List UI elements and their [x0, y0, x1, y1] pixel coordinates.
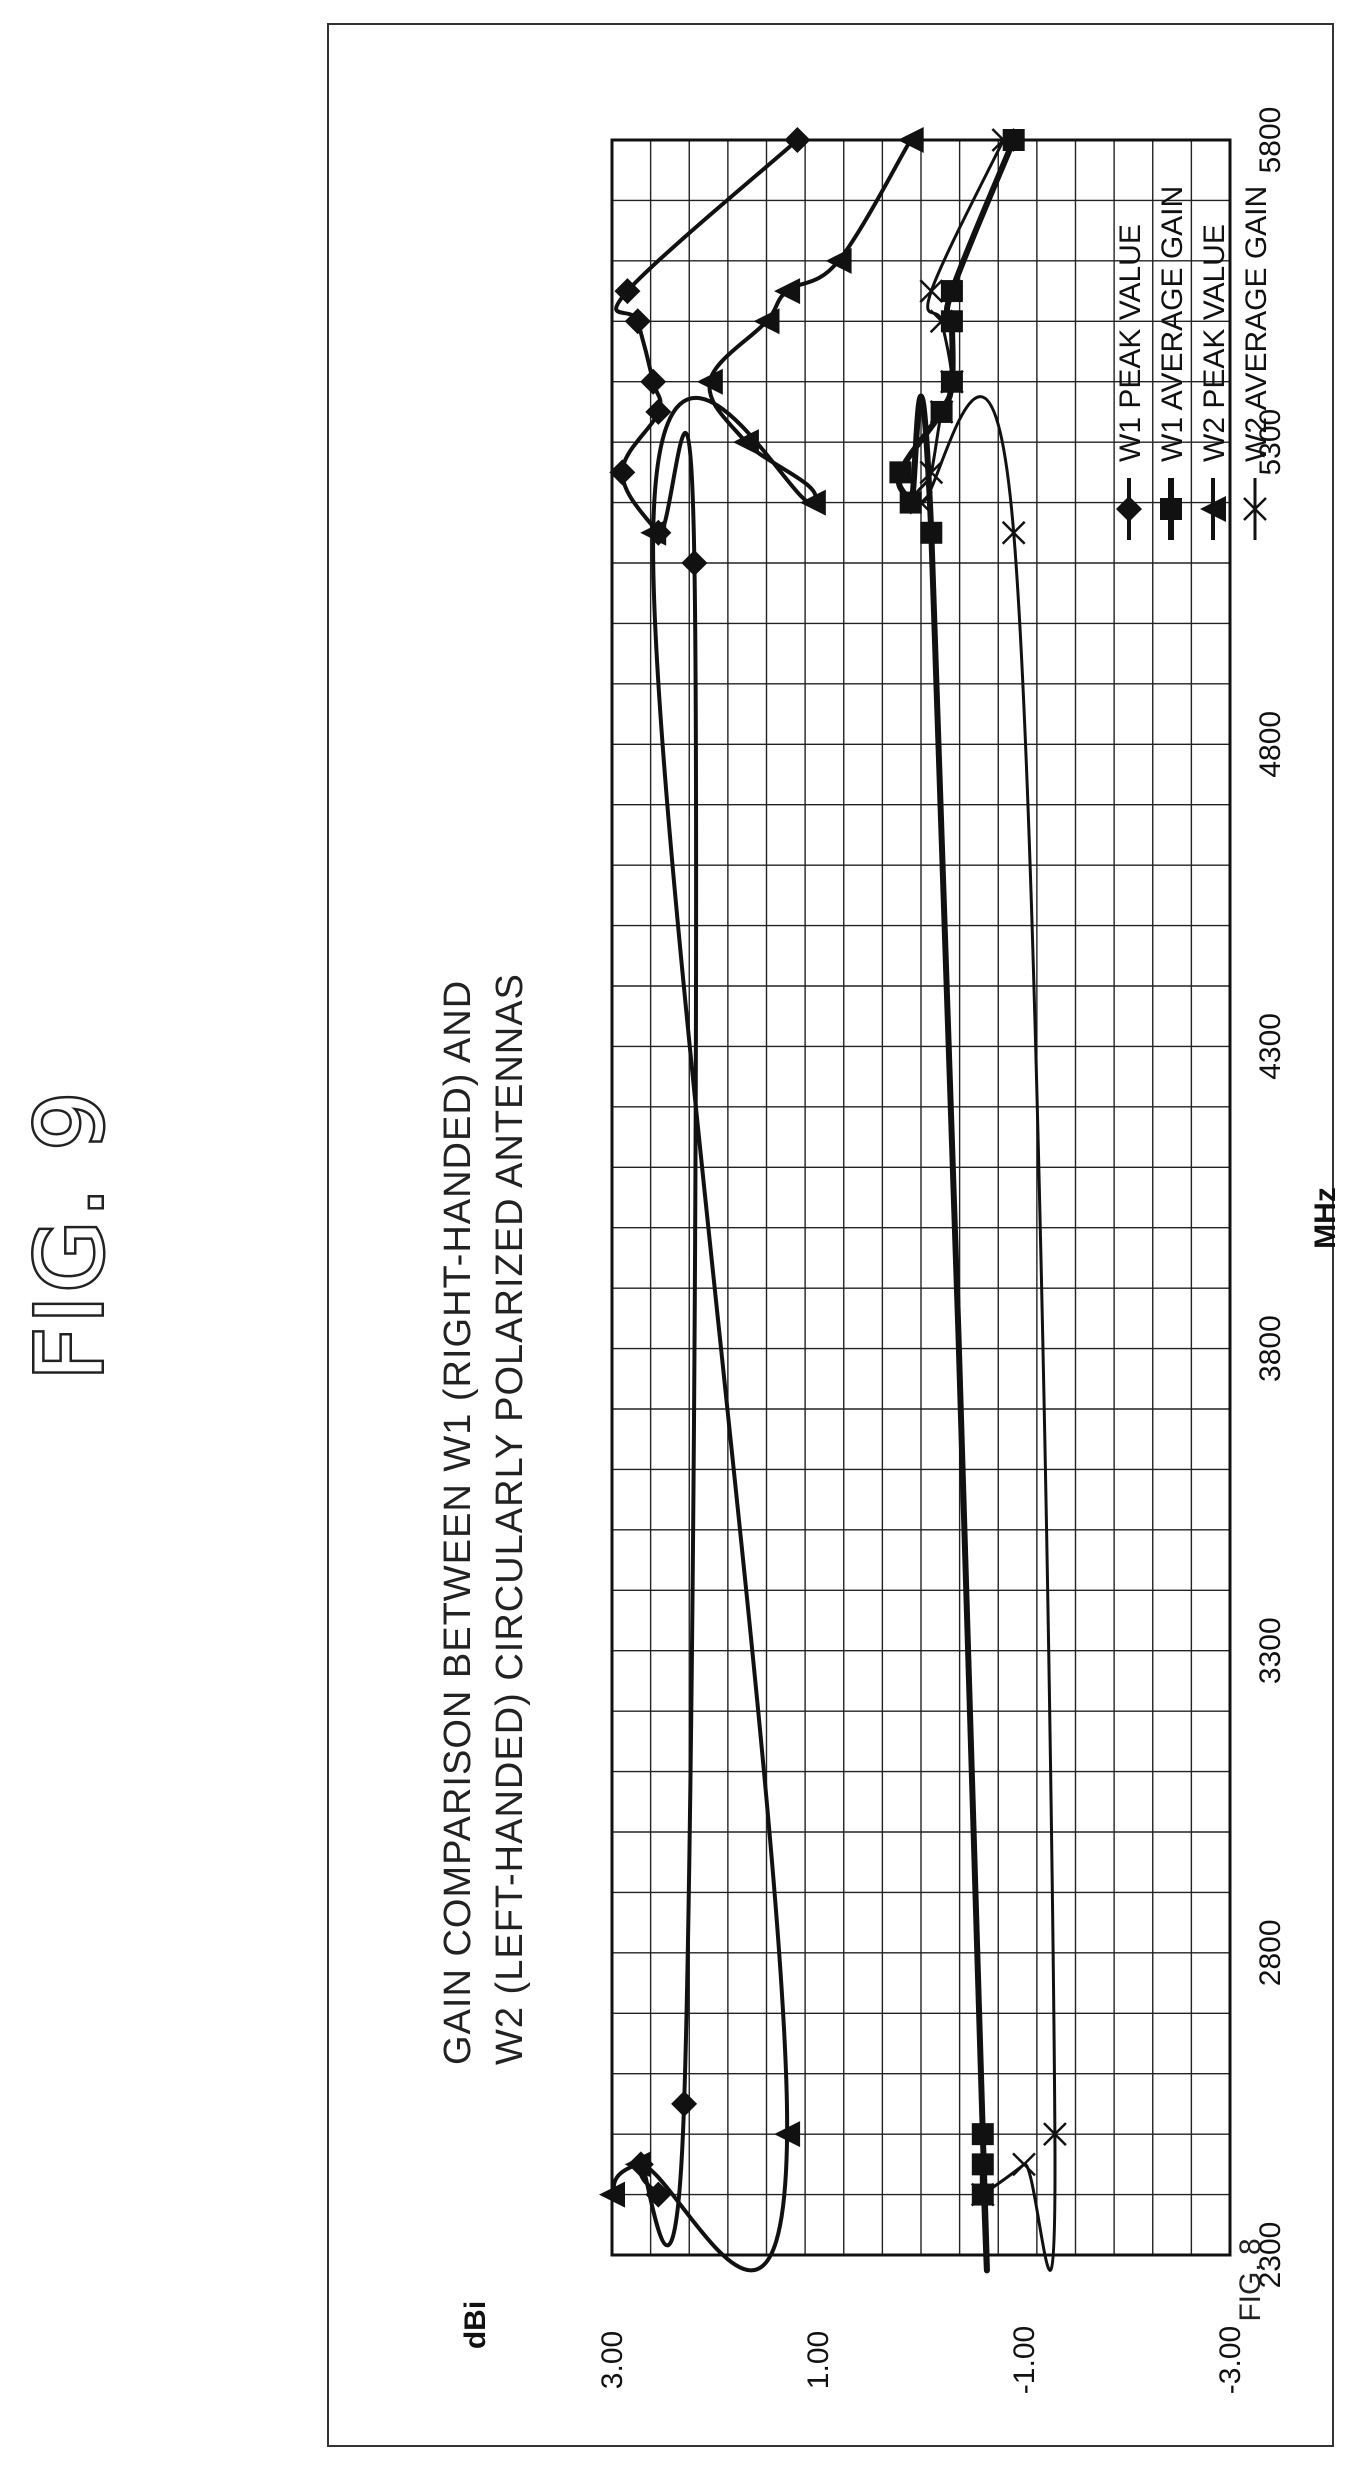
data-point — [970, 2182, 995, 2207]
data-point — [825, 247, 852, 274]
data-point — [889, 461, 912, 484]
series-layer — [599, 127, 1067, 2274]
data-point — [696, 368, 723, 395]
data-point — [940, 280, 963, 303]
data-point — [640, 368, 667, 395]
x-tick-label: 5800 — [1254, 107, 1287, 174]
data-point — [774, 2121, 801, 2148]
series-w2-peak-value — [599, 127, 924, 2273]
legend-item: W1 AVERAGE GAIN — [1156, 186, 1189, 540]
data-point — [671, 2090, 698, 2117]
legend-label: W1 AVERAGE GAIN — [1156, 186, 1189, 462]
legend-marker — [1200, 496, 1226, 522]
data-point — [624, 2151, 651, 2178]
y-tick-label: 1.00 — [802, 2331, 835, 2389]
series-line — [914, 139, 1057, 2272]
y-axis-label: dBi — [459, 2301, 492, 2349]
x-tick-label: 3800 — [1254, 1315, 1287, 1382]
chart-grid — [612, 140, 1230, 2255]
x-tick-label: 4800 — [1254, 711, 1287, 778]
data-point — [899, 491, 922, 514]
y-tick-label: 3.00 — [596, 2331, 629, 2389]
data-point — [609, 459, 636, 486]
x-tick-label: 2300 — [1254, 2222, 1287, 2289]
legend-marker — [1243, 497, 1267, 521]
legend-marker — [1160, 498, 1182, 520]
data-point — [774, 278, 801, 305]
data-point — [909, 490, 933, 515]
chart-title-line-1: GAIN COMPARISON BETWEEN W1 (RIGHT-HANDED… — [437, 980, 479, 2065]
legend-item: W2 PEAK VALUE — [1198, 224, 1231, 540]
x-tick-label: 5300 — [1254, 409, 1287, 476]
series-w1-peak-value — [609, 127, 811, 2248]
data-point — [681, 550, 708, 576]
legend-label: W2 PEAK VALUE — [1198, 224, 1231, 462]
chart-frame — [327, 23, 1334, 2447]
data-point — [971, 2153, 994, 2176]
data-point — [799, 489, 826, 516]
x-tick-label: 2800 — [1254, 1919, 1287, 1986]
y-tick-label: -1.00 — [1008, 2326, 1041, 2394]
x-tick-label: 4300 — [1254, 1013, 1287, 1080]
data-point — [920, 521, 943, 544]
legend-marker — [1116, 496, 1142, 522]
data-point — [929, 400, 954, 424]
data-point — [624, 308, 651, 335]
data-point — [784, 127, 811, 153]
data-point — [919, 279, 944, 303]
data-point — [991, 128, 1016, 152]
data-point — [640, 519, 667, 546]
data-point — [1012, 2152, 1036, 2177]
series-line — [610, 138, 913, 2273]
legend-label: W2 AVERAGE GAIN — [1240, 186, 1273, 462]
data-point — [1001, 520, 1026, 545]
y-tick-label: -3.00 — [1214, 2326, 1247, 2394]
series-line — [895, 138, 1017, 2274]
data-point — [929, 309, 954, 334]
x-tick-label: 3300 — [1254, 1617, 1287, 1684]
series-w2-average-gain — [909, 128, 1067, 2272]
x-axis-label: MHz — [1309, 1187, 1342, 1249]
data-point — [971, 2123, 994, 2146]
data-point — [919, 460, 944, 485]
data-point — [614, 278, 641, 305]
data-point — [645, 398, 672, 425]
data-point — [753, 308, 780, 335]
data-point — [599, 2181, 625, 2208]
data-point — [732, 429, 759, 456]
legend-label: W1 PEAK VALUE — [1114, 224, 1147, 462]
tick-labels: 3.00 1.00 -1.00 -3.00 2300 2800 3300 3800 4300 48… — [596, 107, 1287, 2395]
data-point — [940, 369, 964, 394]
chart-legend: W1 PEAK VALUE W1 AVERAGE GAIN W2 PEAK VALU… — [1114, 186, 1273, 540]
data-point — [1043, 2122, 1067, 2147]
figure-caption: FIG. 8 — [1234, 2238, 1267, 2321]
chart-title-line-2: W2 (LEFT-HANDED) CIRCULARLY POLARIZED AN… — [489, 973, 531, 2065]
legend-item: W1 PEAK VALUE — [1114, 224, 1147, 540]
legend-item: W2 AVERAGE GAIN — [1240, 186, 1273, 540]
data-point — [897, 127, 924, 153]
data-point — [1002, 129, 1025, 151]
